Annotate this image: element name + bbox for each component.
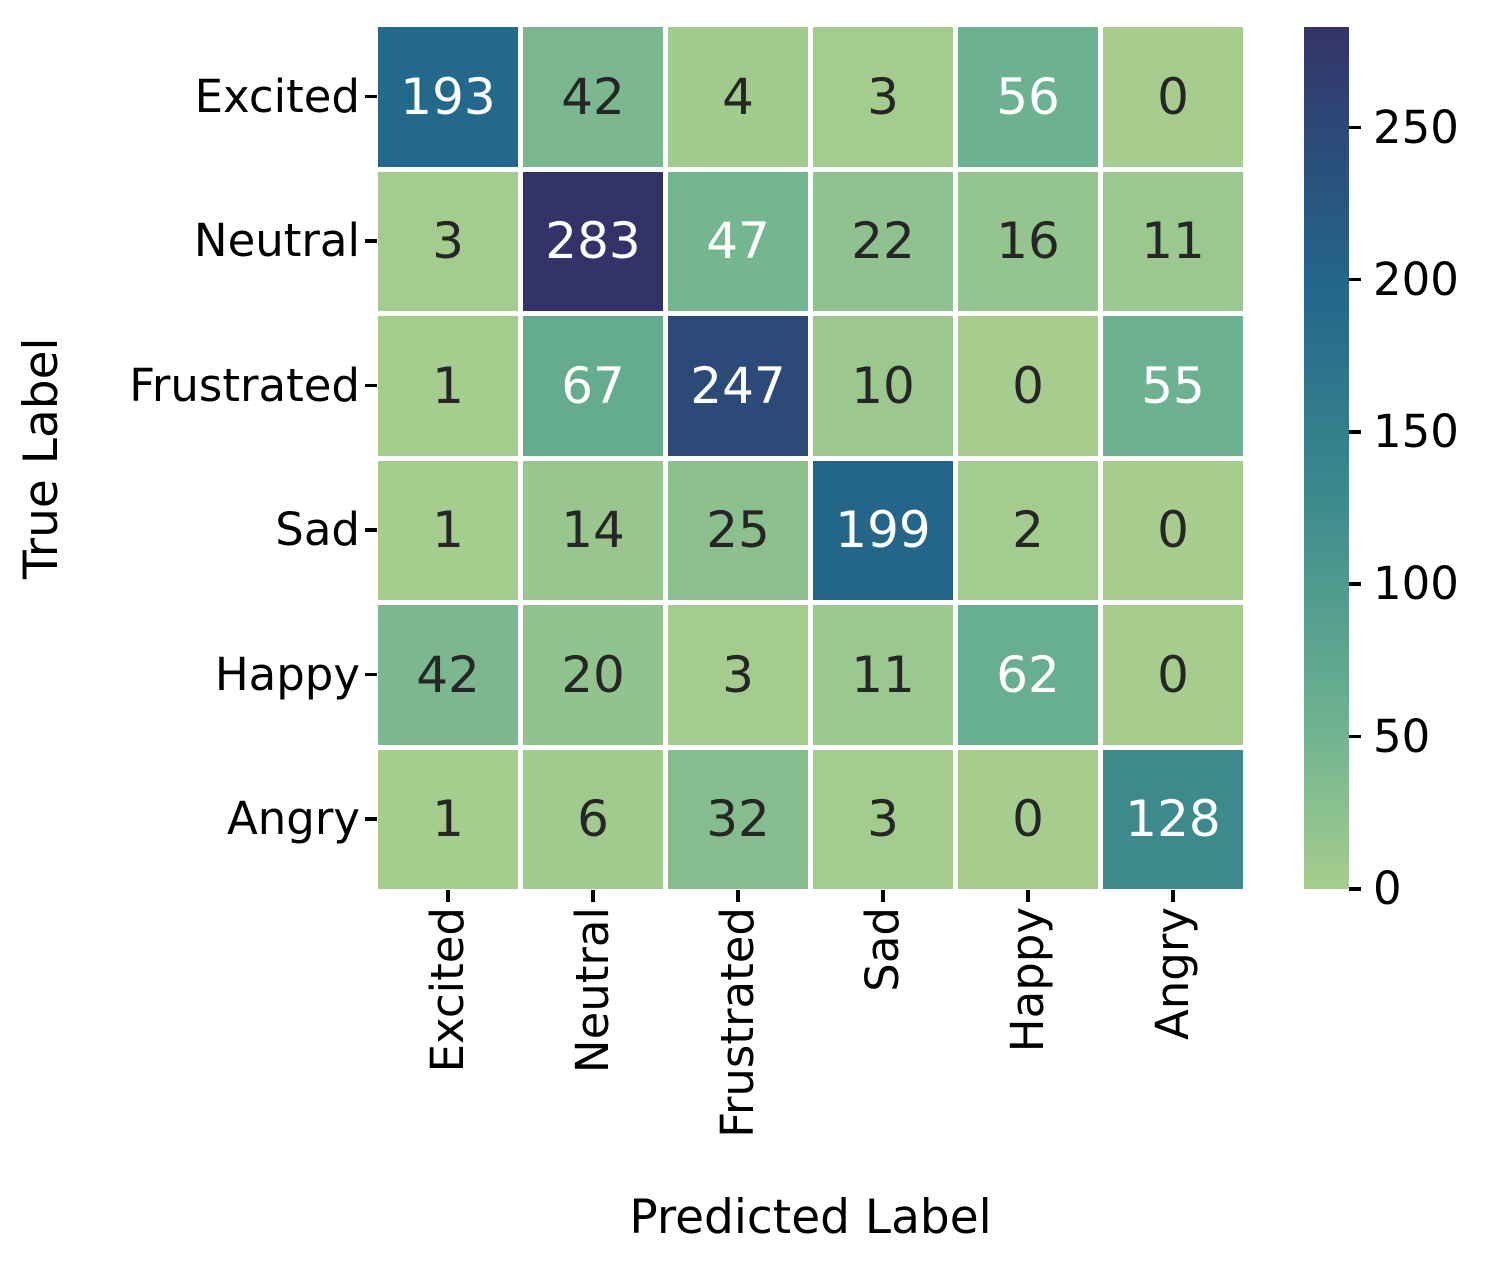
heatmap-cell-excited-happy: 56 [958,27,1098,167]
x-tick-mark [1171,890,1175,902]
y-tick-label-frustrated: Frustrated [129,358,360,412]
x-tick-mark [591,890,595,902]
y-tick-label-sad: Sad [275,503,360,557]
heatmap-cell-sad-happy: 2 [958,460,1098,600]
colorbar-tick-mark [1349,734,1361,739]
y-tick-mark [365,239,377,243]
heatmap-cell-angry-frustrated: 32 [668,749,808,889]
x-tick-label-excited: Excited [421,907,474,1073]
colorbar-tick-label-0: 0 [1373,862,1402,915]
colorbar-tick-label-200: 200 [1373,252,1459,306]
heatmap-cell-angry-sad: 3 [813,749,953,889]
heatmap-cell-frustrated-neutral: 67 [523,316,663,456]
y-tick-mark [365,817,377,821]
y-tick-label-happy: Happy [214,647,360,701]
x-tick-label-neutral: Neutral [566,907,619,1074]
heatmap-cell-neutral-angry: 11 [1103,171,1243,311]
heatmap-cell-neutral-excited: 3 [378,171,518,311]
heatmap-cell-happy-sad: 11 [813,605,953,745]
heatmap-cell-happy-neutral: 20 [523,605,663,745]
colorbar-tick-label-50: 50 [1373,709,1431,763]
y-tick-mark [365,94,377,99]
x-tick-mark [736,890,740,902]
y-tick-label-angry: Angry [226,792,360,846]
heatmap-cell-happy-happy: 62 [958,605,1098,745]
colorbar-tick-label-150: 150 [1373,405,1459,459]
heatmap-cell-frustrated-frustrated: 247 [668,316,808,456]
heatmap-cell-frustrated-angry: 55 [1103,316,1243,456]
heatmap-cell-excited-sad: 3 [813,27,953,167]
colorbar [1304,27,1349,889]
y-tick-mark [365,672,377,677]
heatmap-cell-excited-excited: 193 [378,27,518,167]
heatmap-cell-angry-happy: 0 [958,749,1098,889]
x-tick-label-happy: Happy [1001,907,1054,1053]
y-axis-label: True Label [14,337,69,579]
heatmap-cell-excited-neutral: 42 [523,27,663,167]
heatmap-cell-happy-excited: 42 [378,605,518,745]
x-tick-label-sad: Sad [856,907,909,992]
heatmap-cell-frustrated-sad: 10 [813,316,953,456]
colorbar-tick-mark [1349,125,1361,130]
heatmap-cell-angry-neutral: 6 [523,749,663,889]
x-tick-mark [446,890,450,902]
heatmap-cell-neutral-frustrated: 47 [668,171,808,311]
y-tick-mark [365,528,377,532]
x-tick-label-angry: Angry [1146,907,1199,1041]
heatmap-cell-sad-frustrated: 25 [668,460,808,600]
heatmap-cell-excited-frustrated: 4 [668,27,808,167]
y-tick-mark [365,383,377,388]
colorbar-tick-mark [1349,430,1361,434]
y-tick-label-neutral: Neutral [193,214,360,268]
heatmap-cell-happy-angry: 0 [1103,605,1243,745]
heatmap-cell-frustrated-happy: 0 [958,316,1098,456]
colorbar-tick-label-100: 100 [1373,557,1459,611]
heatmap-cell-sad-angry: 0 [1103,460,1243,600]
heatmap-cell-sad-sad: 199 [813,460,953,600]
x-tick-mark [881,890,885,902]
y-tick-label-excited: Excited [194,69,360,123]
heatmap-cell-sad-neutral: 14 [523,460,663,600]
colorbar-tick-mark [1349,582,1361,586]
heatmap-cell-excited-angry: 0 [1103,27,1243,167]
x-tick-mark [1026,890,1030,902]
heatmap-cell-frustrated-excited: 1 [378,316,518,456]
heatmap-cell-happy-frustrated: 3 [668,605,808,745]
x-tick-label-frustrated: Frustrated [711,907,764,1138]
heatmap-cell-sad-excited: 1 [378,460,518,600]
x-axis-label: Predicted Label [629,1190,992,1245]
colorbar-tick-label-250: 250 [1373,100,1459,154]
colorbar-tick-mark [1349,277,1361,282]
heatmap-cell-angry-angry: 128 [1103,749,1243,889]
heatmap-cell-neutral-neutral: 283 [523,171,663,311]
heatmap-cell-neutral-sad: 22 [813,171,953,311]
heatmap-cell-angry-excited: 1 [378,749,518,889]
colorbar-tick-mark [1349,887,1361,891]
heatmap-cell-neutral-happy: 16 [958,171,1098,311]
